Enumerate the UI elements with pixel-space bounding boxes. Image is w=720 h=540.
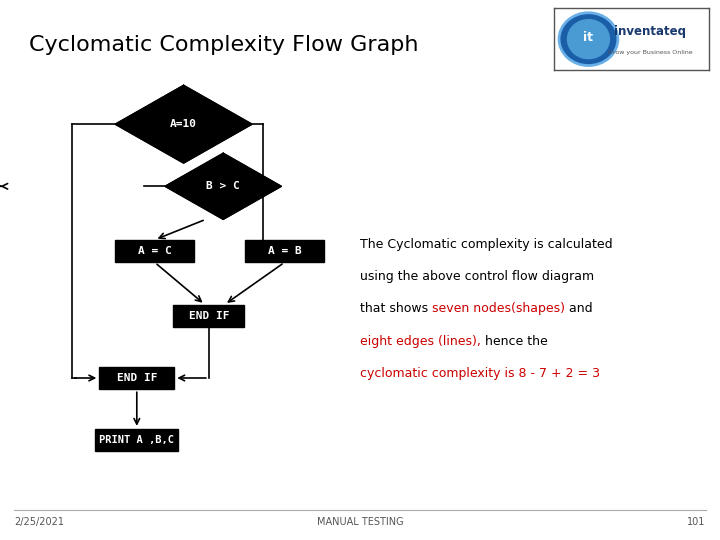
Text: Grow your Business Online: Grow your Business Online <box>608 50 693 55</box>
Text: Cyclomatic Complexity Flow Graph: Cyclomatic Complexity Flow Graph <box>29 35 418 55</box>
Text: PRINT A ,B,C: PRINT A ,B,C <box>99 435 174 445</box>
Text: and: and <box>565 302 593 315</box>
Text: hence the: hence the <box>481 335 548 348</box>
Bar <box>115 240 194 262</box>
Ellipse shape <box>559 13 618 65</box>
Text: A = C: A = C <box>138 246 171 256</box>
Text: cyclomatic complexity is 8 - 7 + 2 = 3: cyclomatic complexity is 8 - 7 + 2 = 3 <box>360 367 600 380</box>
Text: B > C: B > C <box>207 181 240 191</box>
Text: MANUAL TESTING: MANUAL TESTING <box>317 517 403 528</box>
Text: inventateq: inventateq <box>614 25 686 38</box>
Text: it: it <box>583 31 593 44</box>
Bar <box>95 429 179 451</box>
Text: END IF: END IF <box>117 373 157 383</box>
Text: using the above control flow diagram: using the above control flow diagram <box>360 270 594 283</box>
Text: eight edges (lines),: eight edges (lines), <box>360 335 481 348</box>
Text: 2/25/2021: 2/25/2021 <box>14 517 64 528</box>
Text: 101: 101 <box>687 517 706 528</box>
Bar <box>245 240 324 262</box>
Text: The Cyclomatic complexity is calculated: The Cyclomatic complexity is calculated <box>360 238 613 251</box>
Bar <box>173 305 244 327</box>
Polygon shape <box>165 153 282 219</box>
Text: END IF: END IF <box>189 311 229 321</box>
Polygon shape <box>115 85 252 163</box>
Text: A=10: A=10 <box>170 119 197 129</box>
Text: seven nodes(shapes): seven nodes(shapes) <box>432 302 565 315</box>
Text: A = B: A = B <box>268 246 301 256</box>
Text: that shows: that shows <box>360 302 432 315</box>
Ellipse shape <box>567 19 610 59</box>
Bar <box>99 367 174 389</box>
